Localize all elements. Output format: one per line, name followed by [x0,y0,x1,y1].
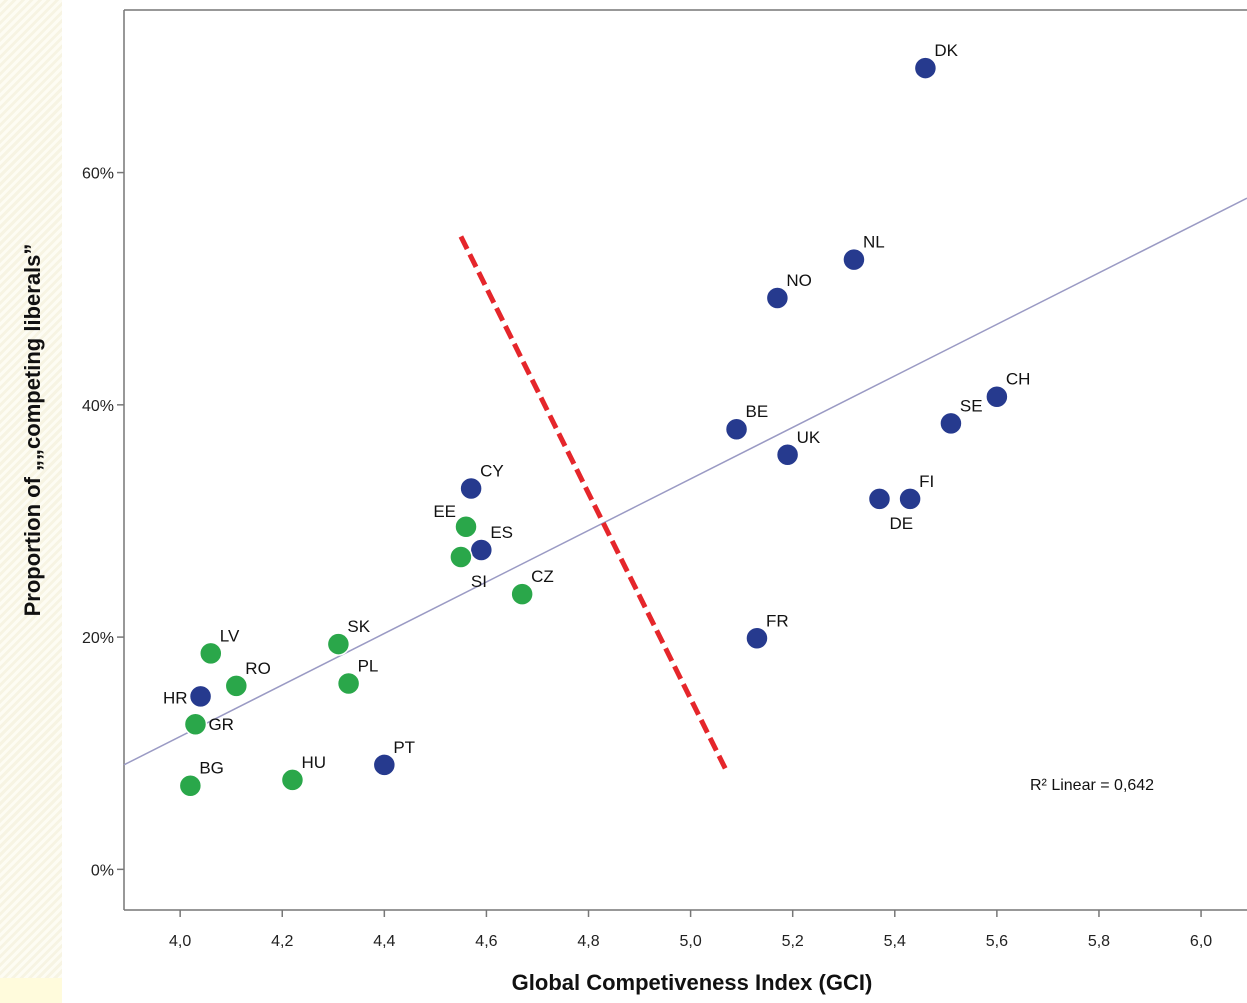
point-label-es: ES [490,523,513,542]
point-label-de: DE [889,514,913,533]
x-tick-label: 5,8 [1088,933,1110,950]
x-tick-label: 5,2 [782,933,804,950]
data-point-sk [326,632,351,656]
point-label-hr: HR [163,688,188,707]
left-strip-corner [0,978,62,1003]
x-tick-label: 4,4 [373,933,395,950]
point-label-dk: DK [934,41,958,60]
point-label-si: SI [471,572,487,591]
x-tick-label: 4,8 [577,933,599,950]
data-point-dk [913,56,938,80]
data-point-fi [898,487,922,511]
r-squared-annotation: R² Linear = 0,642 [1030,777,1154,794]
data-point-cy [459,476,483,501]
data-point-ee [454,515,478,539]
point-label-nl: NL [863,233,885,252]
data-point-ro [224,674,249,698]
data-point-de [867,487,892,511]
data-point-pl [336,671,361,696]
data-point-cz [510,582,534,606]
point-label-pt: PT [393,738,415,757]
data-point-si [449,545,473,569]
y-tick-label: 20% [82,630,114,647]
point-label-ro: RO [245,659,270,678]
point-label-hu: HU [301,753,326,772]
point-label-cz: CZ [531,567,554,586]
data-point-bg [178,773,203,798]
point-label-gr: GR [208,715,234,734]
point-label-ch: CH [1006,370,1031,389]
point-label-fi: FI [919,472,934,491]
plot-area [124,10,1247,910]
data-point-se [939,411,963,436]
point-label-sk: SK [347,617,370,636]
x-tick-label: 4,6 [475,933,497,950]
x-tick-label: 6,0 [1190,933,1212,950]
y-axis-ticks: 0% 20% 40% 60% [82,166,124,879]
data-point-hu [280,768,305,792]
x-tick-label: 5,4 [884,933,906,950]
x-tick-label: 4,0 [169,933,191,950]
linear-fit-line [123,197,1247,766]
point-label-se: SE [960,396,983,415]
x-axis-ticks: 4,0 4,2 4,4 4,6 4,8 5,0 5,2 5,4 5,6 5,8 6,0 [169,910,1212,950]
data-point-fr [745,626,769,651]
x-axis-title: Global Competiveness Index (GCI) [512,970,873,995]
point-label-pl: PL [358,657,379,676]
data-point-lv [199,641,223,666]
fit-line-layer [123,197,1247,766]
y-tick-label: 60% [82,166,114,183]
data-point-uk [775,443,800,467]
data-point-hr [188,684,213,709]
data-point-no [765,286,790,310]
point-label-cy: CY [480,461,504,480]
x-tick-label: 5,0 [679,933,701,950]
data-point-ch [985,384,1009,409]
y-tick-label: 0% [91,862,114,879]
point-label-bg: BG [199,759,224,778]
data-point-pt [372,753,397,777]
data-point-es [469,538,494,562]
points-layer: DK NL NO CH SE BE UK FI DE CY ES FR HR PT EE SI CZ SK LV RO… [163,41,1031,798]
data-point-gr [183,712,208,736]
y-axis-title: Proportion of „„competing liberals” [20,244,45,617]
x-tick-label: 5,6 [986,933,1008,950]
x-tick-label: 4,2 [271,933,293,950]
data-point-be [724,417,749,441]
point-label-be: BE [746,402,769,421]
data-point-nl [842,247,866,272]
point-label-fr: FR [766,611,789,630]
point-label-no: NO [786,271,812,290]
y-tick-label: 40% [82,398,114,415]
left-decorative-strip [0,0,62,1003]
point-label-lv: LV [220,626,240,645]
point-label-uk: UK [797,428,821,447]
point-label-ee: EE [433,502,456,521]
